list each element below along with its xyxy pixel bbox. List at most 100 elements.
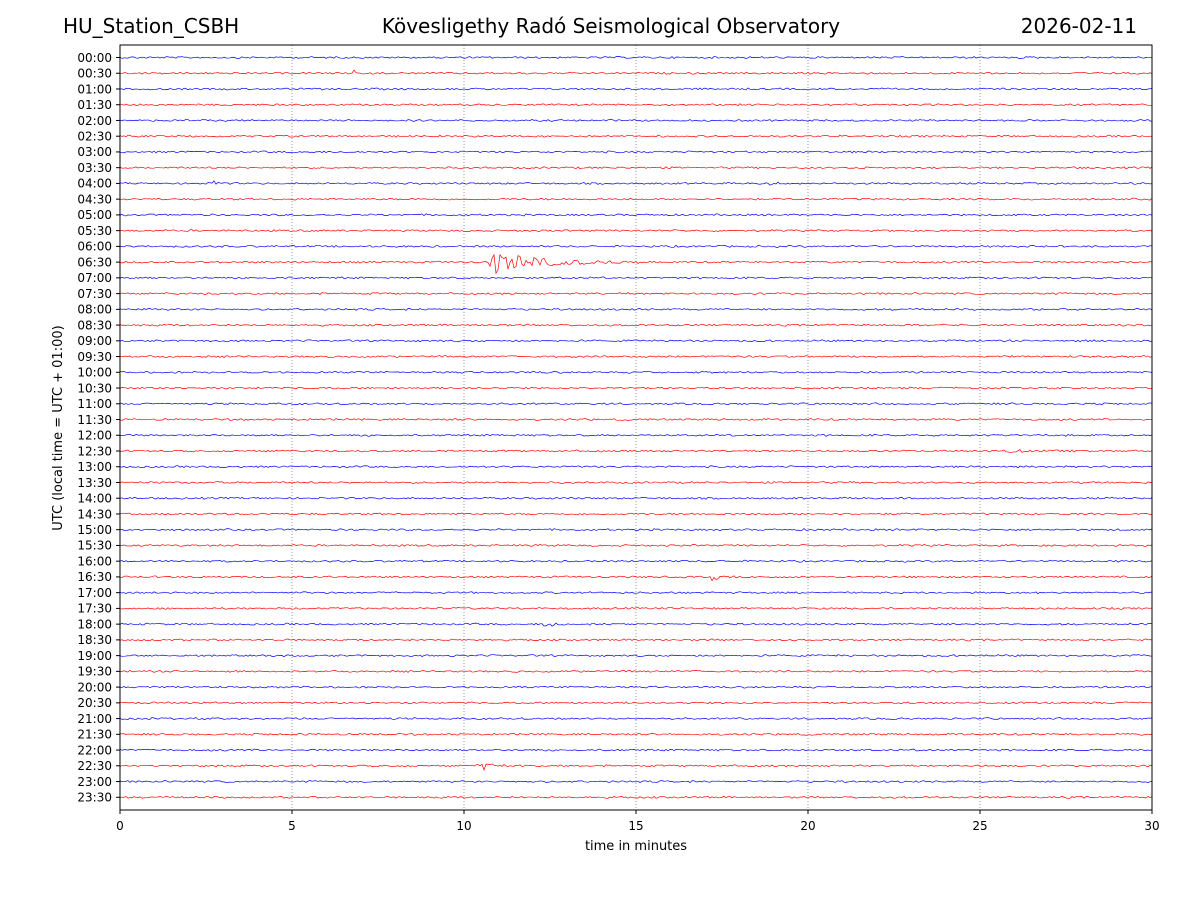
trace-0000: [119, 56, 1153, 59]
y-axis-label: UTC (local time = UTC + 01:00): [51, 325, 66, 530]
trace-2100: [119, 717, 1153, 721]
y-tick-label: 13:30: [77, 476, 112, 490]
date-label: 2026-02-11: [1020, 14, 1137, 38]
trace-1600: [119, 559, 1153, 563]
y-tick-label: 06:30: [77, 255, 112, 269]
x-tick-label: 10: [456, 819, 471, 833]
x-tick-label: 5: [288, 819, 296, 833]
trace-1000: [119, 370, 1153, 374]
trace-1530: [119, 543, 1153, 547]
trace-2000: [119, 685, 1153, 689]
y-tick-label: 10:00: [77, 366, 112, 380]
trace-2200: [119, 748, 1153, 752]
trace-1630: [119, 575, 1153, 582]
trace-1030: [119, 386, 1153, 390]
trace-1930: [119, 669, 1153, 673]
trace-1730: [119, 606, 1153, 610]
y-tick-label: 03:30: [77, 161, 112, 175]
y-tick-label: 20:00: [77, 680, 112, 694]
y-tick-label: 08:00: [77, 303, 112, 317]
y-tick-label: 19:30: [77, 665, 112, 679]
y-tick-label: 11:00: [77, 397, 112, 411]
y-tick-label: 18:00: [77, 617, 112, 631]
trace-1430: [119, 512, 1153, 516]
y-tick-label: 16:00: [77, 554, 112, 568]
trace-0500: [119, 213, 1153, 217]
y-tick-label: 10:30: [77, 381, 112, 395]
y-tick-label: 15:30: [77, 539, 112, 553]
trace-2030: [119, 701, 1153, 705]
trace-0530: [119, 229, 1153, 233]
x-tick-label: 25: [972, 819, 987, 833]
y-tick-label: 16:30: [77, 570, 112, 584]
y-tick-label: 07:00: [77, 271, 112, 285]
y-tick-label: 23:00: [77, 775, 112, 789]
y-tick-label: 06:00: [77, 240, 112, 254]
x-axis: 0 5 10 15 20 25 30: [116, 810, 1160, 833]
y-tick-label: 15:00: [77, 523, 112, 537]
y-tick-label: 08:30: [77, 318, 112, 332]
trace-0600: [119, 244, 1153, 248]
trace-2230: [119, 763, 1153, 772]
y-tick-label: 21:30: [77, 728, 112, 742]
trace-0800: [119, 307, 1153, 311]
y-tick-label: 00:30: [77, 67, 112, 81]
trace-2300: [119, 780, 1153, 784]
trace-1700: [119, 591, 1153, 595]
y-tick-label: 09:30: [77, 350, 112, 364]
trace-2130: [119, 732, 1153, 736]
grid-lines: [291, 45, 981, 810]
y-tick-label: 19:00: [77, 649, 112, 663]
y-tick-label: 23:30: [77, 791, 112, 805]
station-label: HU_Station_CSBH: [63, 14, 240, 38]
trace-1130: [119, 418, 1153, 421]
trace-0930: [119, 355, 1153, 359]
y-tick-label: 04:30: [77, 192, 112, 206]
y-tick-label: 21:00: [77, 712, 112, 726]
y-tick-label: 04:00: [77, 177, 112, 191]
y-tick-label: 03:00: [77, 145, 112, 159]
trace-1800: [119, 622, 1153, 627]
y-tick-label: 09:00: [77, 334, 112, 348]
x-tick-label: 15: [628, 819, 643, 833]
trace-0030: [119, 69, 1153, 75]
seismic-traces: [119, 56, 1153, 799]
trace-0230: [119, 134, 1153, 138]
y-tick-label: 14:00: [77, 492, 112, 506]
trace-0400: [119, 180, 1153, 186]
trace-1830: [119, 638, 1153, 642]
trace-1230: [119, 449, 1153, 453]
trace-1500: [119, 528, 1153, 532]
trace-1100: [119, 402, 1153, 406]
trace-1900: [119, 654, 1153, 658]
y-tick-label: 20:30: [77, 696, 112, 710]
trace-0200: [119, 119, 1153, 122]
x-tick-label: 20: [800, 819, 815, 833]
trace-0700: [119, 276, 1153, 280]
y-tick-label: 05:00: [77, 208, 112, 222]
trace-0900: [119, 339, 1153, 343]
y-tick-label: 14:30: [77, 507, 112, 521]
trace-1200: [119, 433, 1153, 437]
trace-0830: [119, 323, 1153, 327]
y-tick-label: 17:30: [77, 602, 112, 616]
trace-1330: [119, 481, 1153, 484]
trace-0730: [119, 292, 1153, 296]
trace-0130: [119, 103, 1153, 107]
trace-1400: [119, 496, 1153, 500]
y-tick-label: 18:30: [77, 633, 112, 647]
y-tick-label: 07:30: [77, 287, 112, 301]
y-tick-label: 12:30: [77, 444, 112, 458]
y-tick-label: 13:00: [77, 460, 112, 474]
trace-0100: [119, 87, 1153, 91]
y-tick-label: 12:00: [77, 429, 112, 443]
trace-2330: [119, 795, 1153, 799]
y-tick-label: 05:30: [77, 224, 112, 238]
y-tick-label: 01:30: [77, 98, 112, 112]
y-tick-label: 22:00: [77, 743, 112, 757]
y-tick-label: 17:00: [77, 586, 112, 600]
y-tick-label: 01:00: [77, 82, 112, 96]
y-tick-label: 02:00: [77, 114, 112, 128]
